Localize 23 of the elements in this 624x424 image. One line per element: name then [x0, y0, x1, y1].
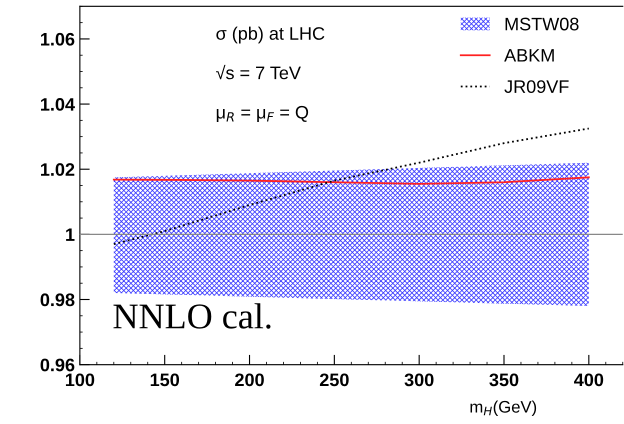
y-tick-label: 1.06 — [41, 32, 74, 46]
y-tick-label: 1 — [66, 228, 75, 241]
y-tick-label: 1.04 — [41, 98, 75, 111]
x-tick-label: 250 — [320, 373, 349, 386]
x-tick-label: 300 — [404, 373, 434, 386]
annotation: μ$_{R}$ = μ$_{F}$ = Q — [216, 106, 308, 122]
annotation: √s = 7 TeV — [216, 64, 301, 80]
line-series — [112, 176, 590, 185]
x-tick-label: 150 — [150, 373, 180, 386]
y-tick-label: 0.98 — [40, 293, 74, 306]
line-series — [112, 128, 590, 246]
x-tick-label: 100 — [66, 373, 94, 386]
legend-label: ABKM — [504, 49, 554, 62]
annotation: σ (pb) at LHC — [216, 26, 324, 44]
x-tick-label: 200 — [235, 373, 264, 386]
y-tick-label: 1.02 — [41, 163, 74, 176]
annotation: NNLO cal. — [113, 303, 270, 329]
y-tick-label: 0.96 — [40, 358, 74, 372]
x-tick-label: 350 — [489, 373, 518, 386]
x-axis-title: m$_{H}$(GeV) — [470, 400, 536, 416]
legend-label: JR09VF — [504, 80, 569, 94]
legend-label: MSTW08 — [506, 18, 579, 30]
x-tick-label: 400 — [574, 373, 604, 386]
